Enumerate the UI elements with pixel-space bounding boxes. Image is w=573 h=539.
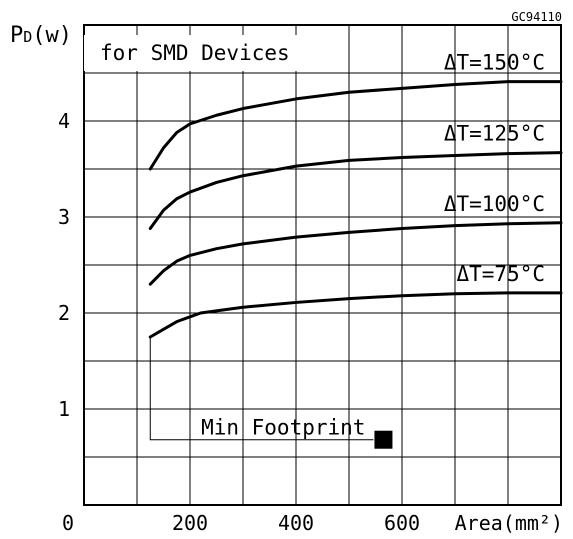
grid xyxy=(84,25,561,505)
x-tick-label: 600 xyxy=(384,511,420,535)
x-tick-label: 400 xyxy=(278,511,314,535)
min-footprint-label: Min Footprint xyxy=(201,416,365,440)
y-axis-label-unit: (w) xyxy=(32,23,72,48)
figure-code: GC94110 xyxy=(511,10,562,24)
series-label: ΔT=150°C xyxy=(444,51,545,75)
series-line xyxy=(148,80,563,171)
series-line xyxy=(148,151,563,231)
x-tick-label: 200 xyxy=(172,511,208,535)
y-tick-label: 1 xyxy=(58,397,70,421)
annotation-smd-devices: for SMD Devices xyxy=(100,41,290,65)
series-line xyxy=(148,221,563,286)
min-footprint-bracket xyxy=(149,337,374,441)
y-tick-label: 4 xyxy=(58,109,70,133)
series-group: ΔT=150°C ΔT=125°C ΔT=100°C ΔT=75°C xyxy=(148,51,563,339)
y-tick-label: 2 xyxy=(58,301,70,325)
series-label: ΔT=100°C xyxy=(444,192,545,216)
plot-frame xyxy=(83,24,562,506)
y-axis-label-sub: D xyxy=(23,28,32,46)
x-axis-label: Area(mm²) xyxy=(455,511,563,535)
series-label: ΔT=125°C xyxy=(444,122,545,146)
min-footprint-marker xyxy=(374,430,393,449)
y-axis-label-main: P xyxy=(10,23,23,48)
y-tick-label: 3 xyxy=(58,205,70,229)
tick-labels: 200 400 600 1 2 3 4 xyxy=(58,109,420,535)
y-axis-label: PD(w) xyxy=(10,23,72,48)
annotation-box-mask xyxy=(84,35,316,71)
series-label: ΔT=75°C xyxy=(456,262,545,286)
series-line xyxy=(148,291,563,339)
min-footprint-group: Min Footprint xyxy=(149,337,393,449)
origin-label: 0 xyxy=(62,511,74,535)
